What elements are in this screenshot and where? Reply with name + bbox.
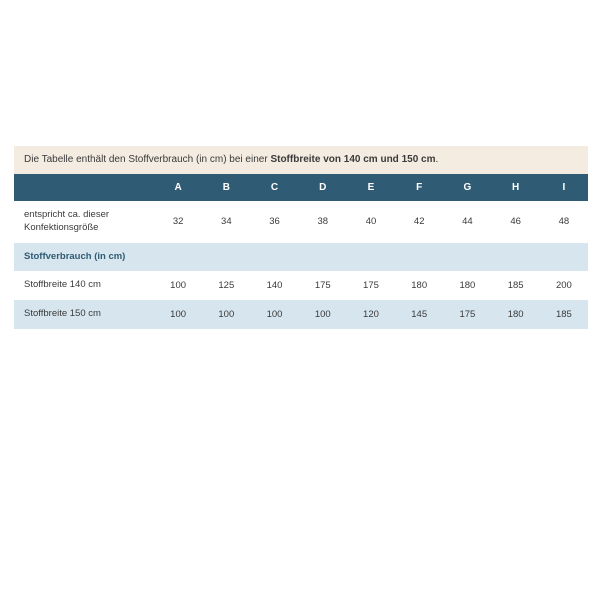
cell: 180 — [492, 300, 540, 329]
page-root: Die Tabelle enthält den Stoffverbrauch (… — [0, 0, 600, 600]
cell — [299, 243, 347, 272]
cell: 32 — [154, 201, 202, 243]
cell — [395, 243, 443, 272]
header-cell: F — [395, 174, 443, 201]
cell — [540, 243, 588, 272]
cell: 100 — [299, 300, 347, 329]
cell: 100 — [154, 300, 202, 329]
row-label: entspricht ca. dieser Konfektionsgröße — [14, 201, 154, 243]
header-cell: B — [202, 174, 250, 201]
cell: 185 — [540, 300, 588, 329]
cell: 200 — [540, 271, 588, 300]
cell: 46 — [492, 201, 540, 243]
cell: 36 — [250, 201, 298, 243]
table-body: entspricht ca. dieser Konfektionsgröße32… — [14, 201, 588, 329]
intro-suffix: . — [436, 154, 439, 165]
table-row: Stoffbreite 150 cm1001001001001201451751… — [14, 300, 588, 329]
cell: 180 — [395, 271, 443, 300]
table-row: entspricht ca. dieser Konfektionsgröße32… — [14, 201, 588, 243]
cell: 100 — [154, 271, 202, 300]
table-head: ABCDEFGHI — [14, 174, 588, 201]
cell — [250, 243, 298, 272]
header-cell: E — [347, 174, 395, 201]
header-cell: C — [250, 174, 298, 201]
cell: 140 — [250, 271, 298, 300]
cell: 175 — [347, 271, 395, 300]
table-row: Stoffbreite 140 cm1001251401751751801801… — [14, 271, 588, 300]
cell — [347, 243, 395, 272]
cell — [443, 243, 491, 272]
cell: 38 — [299, 201, 347, 243]
cell — [492, 243, 540, 272]
header-cell: A — [154, 174, 202, 201]
cell: 42 — [395, 201, 443, 243]
cell: 100 — [202, 300, 250, 329]
cell: 120 — [347, 300, 395, 329]
row-label: Stoffbreite 150 cm — [14, 300, 154, 329]
content-block: Die Tabelle enthält den Stoffverbrauch (… — [14, 146, 588, 329]
table-row: Stoffverbrauch (in cm) — [14, 243, 588, 272]
row-label: Stoffverbrauch (in cm) — [14, 243, 154, 272]
header-cell-label — [14, 174, 154, 201]
header-row: ABCDEFGHI — [14, 174, 588, 201]
intro-text: Die Tabelle enthält den Stoffverbrauch (… — [14, 146, 588, 174]
cell: 125 — [202, 271, 250, 300]
intro-prefix: Die Tabelle enthält den Stoffverbrauch (… — [24, 154, 270, 165]
cell: 40 — [347, 201, 395, 243]
cell: 175 — [443, 300, 491, 329]
cell — [154, 243, 202, 272]
cell: 48 — [540, 201, 588, 243]
cell: 100 — [250, 300, 298, 329]
fabric-table: ABCDEFGHI entspricht ca. dieser Konfekti… — [14, 174, 588, 329]
cell: 175 — [299, 271, 347, 300]
header-cell: G — [443, 174, 491, 201]
cell: 145 — [395, 300, 443, 329]
intro-bold: Stoffbreite von 140 cm und 150 cm — [270, 154, 435, 165]
cell: 180 — [443, 271, 491, 300]
cell: 34 — [202, 201, 250, 243]
header-cell: I — [540, 174, 588, 201]
cell: 44 — [443, 201, 491, 243]
cell — [202, 243, 250, 272]
header-cell: D — [299, 174, 347, 201]
header-cell: H — [492, 174, 540, 201]
cell: 185 — [492, 271, 540, 300]
row-label: Stoffbreite 140 cm — [14, 271, 154, 300]
